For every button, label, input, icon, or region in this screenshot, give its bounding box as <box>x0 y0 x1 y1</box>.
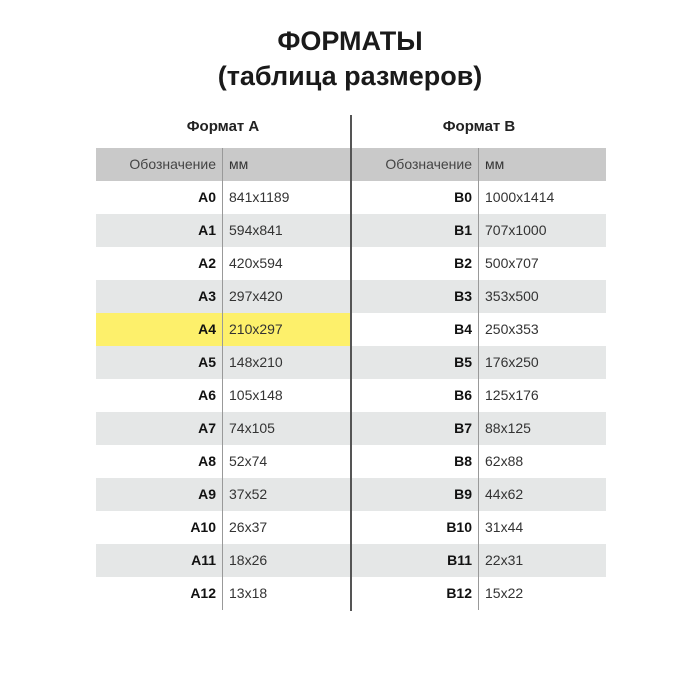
format-size-mm: 37x52 <box>229 486 268 502</box>
format-size-mm: 22x31 <box>485 552 524 568</box>
table-row: B1 707x1000 <box>352 214 606 247</box>
table-row: B7 88x125 <box>352 412 606 445</box>
format-designation: B4 <box>352 313 479 346</box>
format-a-table: Формат A Обозначение мм A0 841x1189 A1 594x… <box>96 115 350 610</box>
format-designation: A11 <box>96 544 223 577</box>
format-designation: B1 <box>352 214 479 247</box>
format-size-mm: 18x26 <box>229 552 268 568</box>
page-title: ФОРМАТЫ <box>277 26 423 56</box>
format-designation: A0 <box>96 181 223 214</box>
table-row: B4 250x353 <box>352 313 606 346</box>
format-size-mm: 148x210 <box>229 354 283 370</box>
format-size-mm: 74x105 <box>229 420 275 436</box>
format-designation: A1 <box>96 214 223 247</box>
format-designation: B11 <box>352 544 479 577</box>
format-size-mm: 125x176 <box>485 387 539 403</box>
table-row: B5 176x250 <box>352 346 606 379</box>
format-designation: A3 <box>96 280 223 313</box>
format-size-mm: 52x74 <box>229 453 268 469</box>
table-row: B8 62x88 <box>352 445 606 478</box>
table-row: A0 841x1189 <box>96 181 350 214</box>
format-designation: B3 <box>352 280 479 313</box>
format-size-mm: 250x353 <box>485 321 539 337</box>
format-designation: B0 <box>352 181 479 214</box>
format-size-mm: 707x1000 <box>485 222 547 238</box>
format-size-mm: 420x594 <box>229 255 283 271</box>
page-subtitle: (таблица размеров) <box>217 61 483 91</box>
table-row: B3 353x500 <box>352 280 606 313</box>
table-row: A2 420x594 <box>96 247 350 280</box>
format-designation: B2 <box>352 247 479 280</box>
format-designation: A5 <box>96 346 223 379</box>
format-designation: B7 <box>352 412 479 445</box>
format-size-mm: 297x420 <box>229 288 283 304</box>
header-mm: мм <box>485 156 505 172</box>
table-row: A1 594x841 <box>96 214 350 247</box>
table-row: A11 18x26 <box>96 544 350 577</box>
format-designation: B8 <box>352 445 479 478</box>
table-row: B2 500x707 <box>352 247 606 280</box>
format-designation: A6 <box>96 379 223 412</box>
format-designation: B5 <box>352 346 479 379</box>
format-size-mm: 594x841 <box>229 222 283 238</box>
table-row: A4 210x297 <box>96 313 350 346</box>
format-size-mm: 105x148 <box>229 387 283 403</box>
format-size-mm: 26x37 <box>229 519 268 535</box>
table-row: B9 44x62 <box>352 478 606 511</box>
format-size-mm: 31x44 <box>485 519 524 535</box>
format-size-mm: 353x500 <box>485 288 539 304</box>
format-size-mm: 841x1189 <box>229 189 290 205</box>
table-row: A7 74x105 <box>96 412 350 445</box>
table-row: A10 26x37 <box>96 511 350 544</box>
header-mm: мм <box>229 156 249 172</box>
table-divider <box>350 115 352 611</box>
format-designation: B10 <box>352 511 479 544</box>
format-a-caption: Формат A <box>186 118 260 135</box>
format-size-mm: 500x707 <box>485 255 539 271</box>
format-size-mm: 44x62 <box>485 486 524 502</box>
table-header-row: Обозначение мм <box>96 148 350 181</box>
table-row: A12 13x18 <box>96 577 350 610</box>
table-row: B11 22x31 <box>352 544 606 577</box>
format-size-mm: 176x250 <box>485 354 539 370</box>
format-designation: B12 <box>352 577 479 610</box>
format-size-mm: 15x22 <box>485 585 524 601</box>
format-size-mm: 1000x1414 <box>485 189 555 205</box>
table-row: A9 37x52 <box>96 478 350 511</box>
table-row: A6 105x148 <box>96 379 350 412</box>
table-row: B12 15x22 <box>352 577 606 610</box>
format-designation: A10 <box>96 511 223 544</box>
header-designation: Обозначение <box>352 148 479 181</box>
table-row: B10 31x44 <box>352 511 606 544</box>
format-size-mm: 13x18 <box>229 585 268 601</box>
table-row: A5 148x210 <box>96 346 350 379</box>
format-designation: A2 <box>96 247 223 280</box>
table-row: B6 125x176 <box>352 379 606 412</box>
format-designation: A7 <box>96 412 223 445</box>
table-row: A8 52x74 <box>96 445 350 478</box>
format-designation: A9 <box>96 478 223 511</box>
format-designation: B9 <box>352 478 479 511</box>
table-row: A3 297x420 <box>96 280 350 313</box>
format-b-table: Формат B Обозначение мм B0 1000x1414 B1 707… <box>352 115 606 610</box>
format-designation: A4 <box>96 313 223 346</box>
format-size-mm: 210x297 <box>229 321 283 337</box>
format-size-mm: 88x125 <box>485 420 531 436</box>
table-row: B0 1000x1414 <box>352 181 606 214</box>
format-designation: A12 <box>96 577 223 610</box>
format-size-mm: 62x88 <box>485 453 524 469</box>
format-designation: B6 <box>352 379 479 412</box>
format-b-caption: Формат B <box>442 118 516 135</box>
format-designation: A8 <box>96 445 223 478</box>
header-designation: Обозначение <box>96 148 223 181</box>
table-header-row: Обозначение мм <box>352 148 606 181</box>
